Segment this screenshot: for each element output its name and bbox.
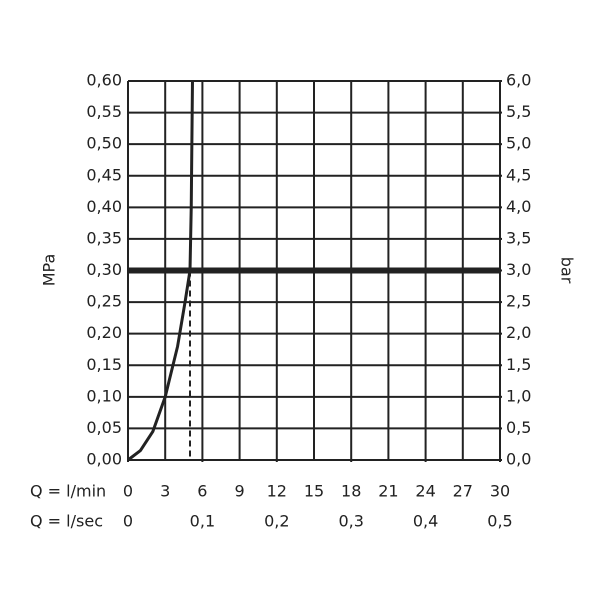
y2-axis-label: bar (558, 257, 577, 284)
y-tick-label: 0,35 (86, 228, 122, 247)
y-tick-label: 0,15 (86, 355, 122, 374)
y2-tick-label: 2,5 (506, 292, 531, 311)
y2-tick-label: 4,0 (506, 197, 531, 216)
y-tick-label: 0,10 (86, 386, 122, 405)
y-tick-label: 0,30 (86, 260, 122, 279)
y2-tick-label: 0,0 (506, 450, 531, 469)
y-tick-label: 0,60 (86, 71, 122, 90)
x-tick-label: 12 (267, 482, 287, 501)
y2-tick-label: 2,0 (506, 323, 531, 342)
x-tick-label: 21 (378, 482, 398, 501)
x-tick-label: 15 (304, 482, 324, 501)
y2-tick-label: 1,5 (506, 355, 531, 374)
y-tick-label: 0,50 (86, 134, 122, 153)
x2-tick-label: 0,4 (413, 512, 438, 531)
y2-tick-label: 4,5 (506, 165, 531, 184)
y-tick-label: 0,55 (86, 102, 122, 121)
x2-tick-label: 0,1 (190, 512, 215, 531)
x-tick-label: 9 (235, 482, 245, 501)
y2-tick-label: 1,0 (506, 386, 531, 405)
y-tick-label: 0,40 (86, 197, 122, 216)
y2-tick-label: 3,5 (506, 228, 531, 247)
y2-tick-label: 3,0 (506, 260, 531, 279)
x2-tick-label: 0 (123, 512, 133, 531)
x-tick-label: 0 (123, 482, 133, 501)
y-axis-label: MPa (40, 254, 59, 287)
y2-tick-label: 5,5 (506, 102, 531, 121)
x-tick-label: 27 (453, 482, 473, 501)
x-tick-label: 3 (160, 482, 170, 501)
x-axis-label: Q = l/min (30, 482, 106, 501)
y-tick-label: 0,25 (86, 292, 122, 311)
y-tick-label: 0,20 (86, 323, 122, 342)
y2-tick-label: 0,5 (506, 418, 531, 437)
x-tick-label: 30 (490, 482, 510, 501)
y-tick-label: 0,05 (86, 418, 122, 437)
x2-tick-label: 0,5 (487, 512, 512, 531)
curve (127, 80, 194, 462)
x-tick-label: 24 (415, 482, 435, 501)
y2-tick-label: 6,0 (506, 71, 531, 90)
x2-tick-label: 0,2 (264, 512, 289, 531)
x2-axis-label: Q = l/sec (30, 512, 103, 531)
y-tick-label: 0,00 (86, 450, 122, 469)
x-tick-label: 18 (341, 482, 361, 501)
x-tick-label: 6 (197, 482, 207, 501)
x2-tick-label: 0,3 (338, 512, 363, 531)
y2-tick-label: 5,0 (506, 134, 531, 153)
y-tick-label: 0,45 (86, 165, 122, 184)
